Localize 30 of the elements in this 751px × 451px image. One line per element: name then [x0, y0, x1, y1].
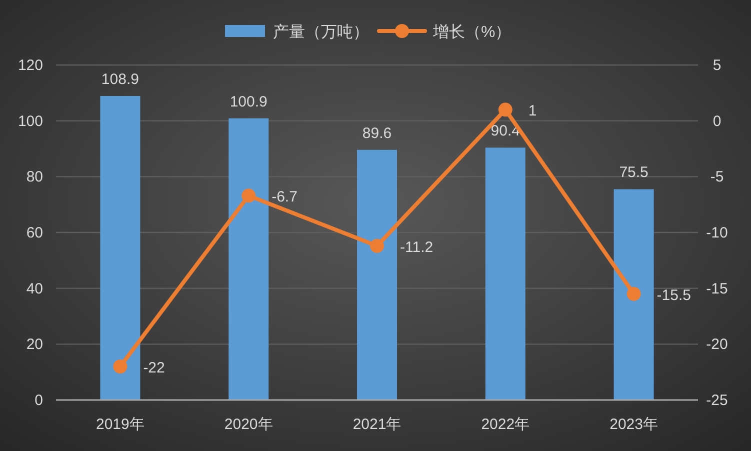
y2-tick-label: -15 — [706, 280, 728, 298]
y-tick-label: 60 — [26, 224, 43, 242]
data-label: 89.6 — [362, 124, 392, 142]
x-tick-label: 2022年 — [481, 416, 530, 433]
x-tick-label: 2019年 — [96, 416, 144, 433]
y-tick-label: 0 — [34, 392, 43, 409]
data-label: -22 — [143, 360, 165, 376]
data-label: 75.5 — [619, 164, 648, 182]
y-tick-label: 20 — [26, 336, 43, 354]
y2-tick-label: -10 — [706, 224, 728, 242]
data-label: 108.9 — [101, 70, 139, 88]
x-tick-label: 2023年 — [610, 416, 658, 433]
y2-tick-label: -5 — [710, 168, 724, 186]
data-label: -11.2 — [400, 238, 434, 256]
y-tick-label: 100 — [18, 112, 43, 130]
data-label: 100.9 — [230, 93, 268, 110]
y2-tick-label: 0 — [712, 112, 722, 130]
y2-tick-label: -25 — [706, 392, 728, 409]
x-tick-label: 2020年 — [224, 416, 273, 433]
y-tick-label: 80 — [26, 168, 43, 186]
y2-tick-label: 5 — [712, 57, 722, 74]
y-tick-label: 120 — [18, 57, 43, 74]
legend-label: 增长（%） — [432, 23, 512, 41]
x-tick-label: 2021年 — [352, 416, 402, 433]
y-tick-label: 40 — [26, 280, 43, 298]
y2-tick-label: -20 — [706, 336, 728, 354]
legend-label: 产量（万吨） — [273, 23, 369, 41]
data-label: 1 — [528, 102, 537, 120]
data-label: -15.5 — [656, 286, 692, 304]
data-label: -6.7 — [272, 188, 298, 206]
